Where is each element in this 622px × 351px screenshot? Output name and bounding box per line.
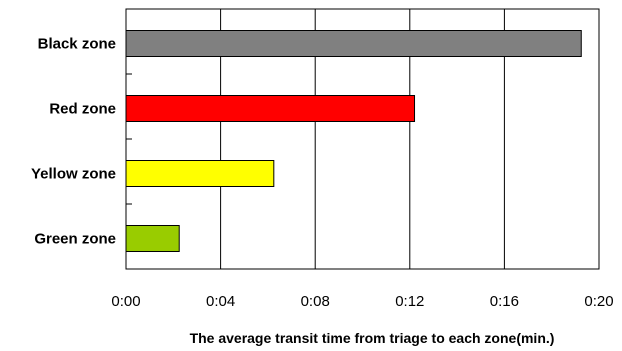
category-label-red-zone: Red zone <box>49 101 116 118</box>
category-ticks <box>126 73 132 205</box>
x-axis-title: The average transit time from triage to … <box>190 330 555 346</box>
category-label-black-zone: Black zone <box>38 36 116 53</box>
category-label-green-zone: Green zone <box>34 231 116 248</box>
x-tick-label: 0:16 <box>490 293 519 310</box>
x-tick-label: 0:00 <box>111 293 140 310</box>
x-tick-label: 0:12 <box>395 293 424 310</box>
x-tick-label: 0:20 <box>584 293 613 310</box>
bars <box>125 30 582 252</box>
x-tick-label: 0:08 <box>301 293 330 310</box>
category-labels: Black zone Red zone Yellow zone Green zone <box>31 36 116 248</box>
bar-yellow-zone <box>125 160 275 187</box>
x-tick-label: 0:04 <box>206 293 235 310</box>
category-label-yellow-zone: Yellow zone <box>31 166 116 183</box>
x-tick-labels: 0:00 0:04 0:08 0:12 0:16 0:20 <box>111 293 613 310</box>
bar-red-zone <box>125 95 416 122</box>
bar-green-zone <box>125 225 180 252</box>
bar-black-zone <box>125 30 582 57</box>
